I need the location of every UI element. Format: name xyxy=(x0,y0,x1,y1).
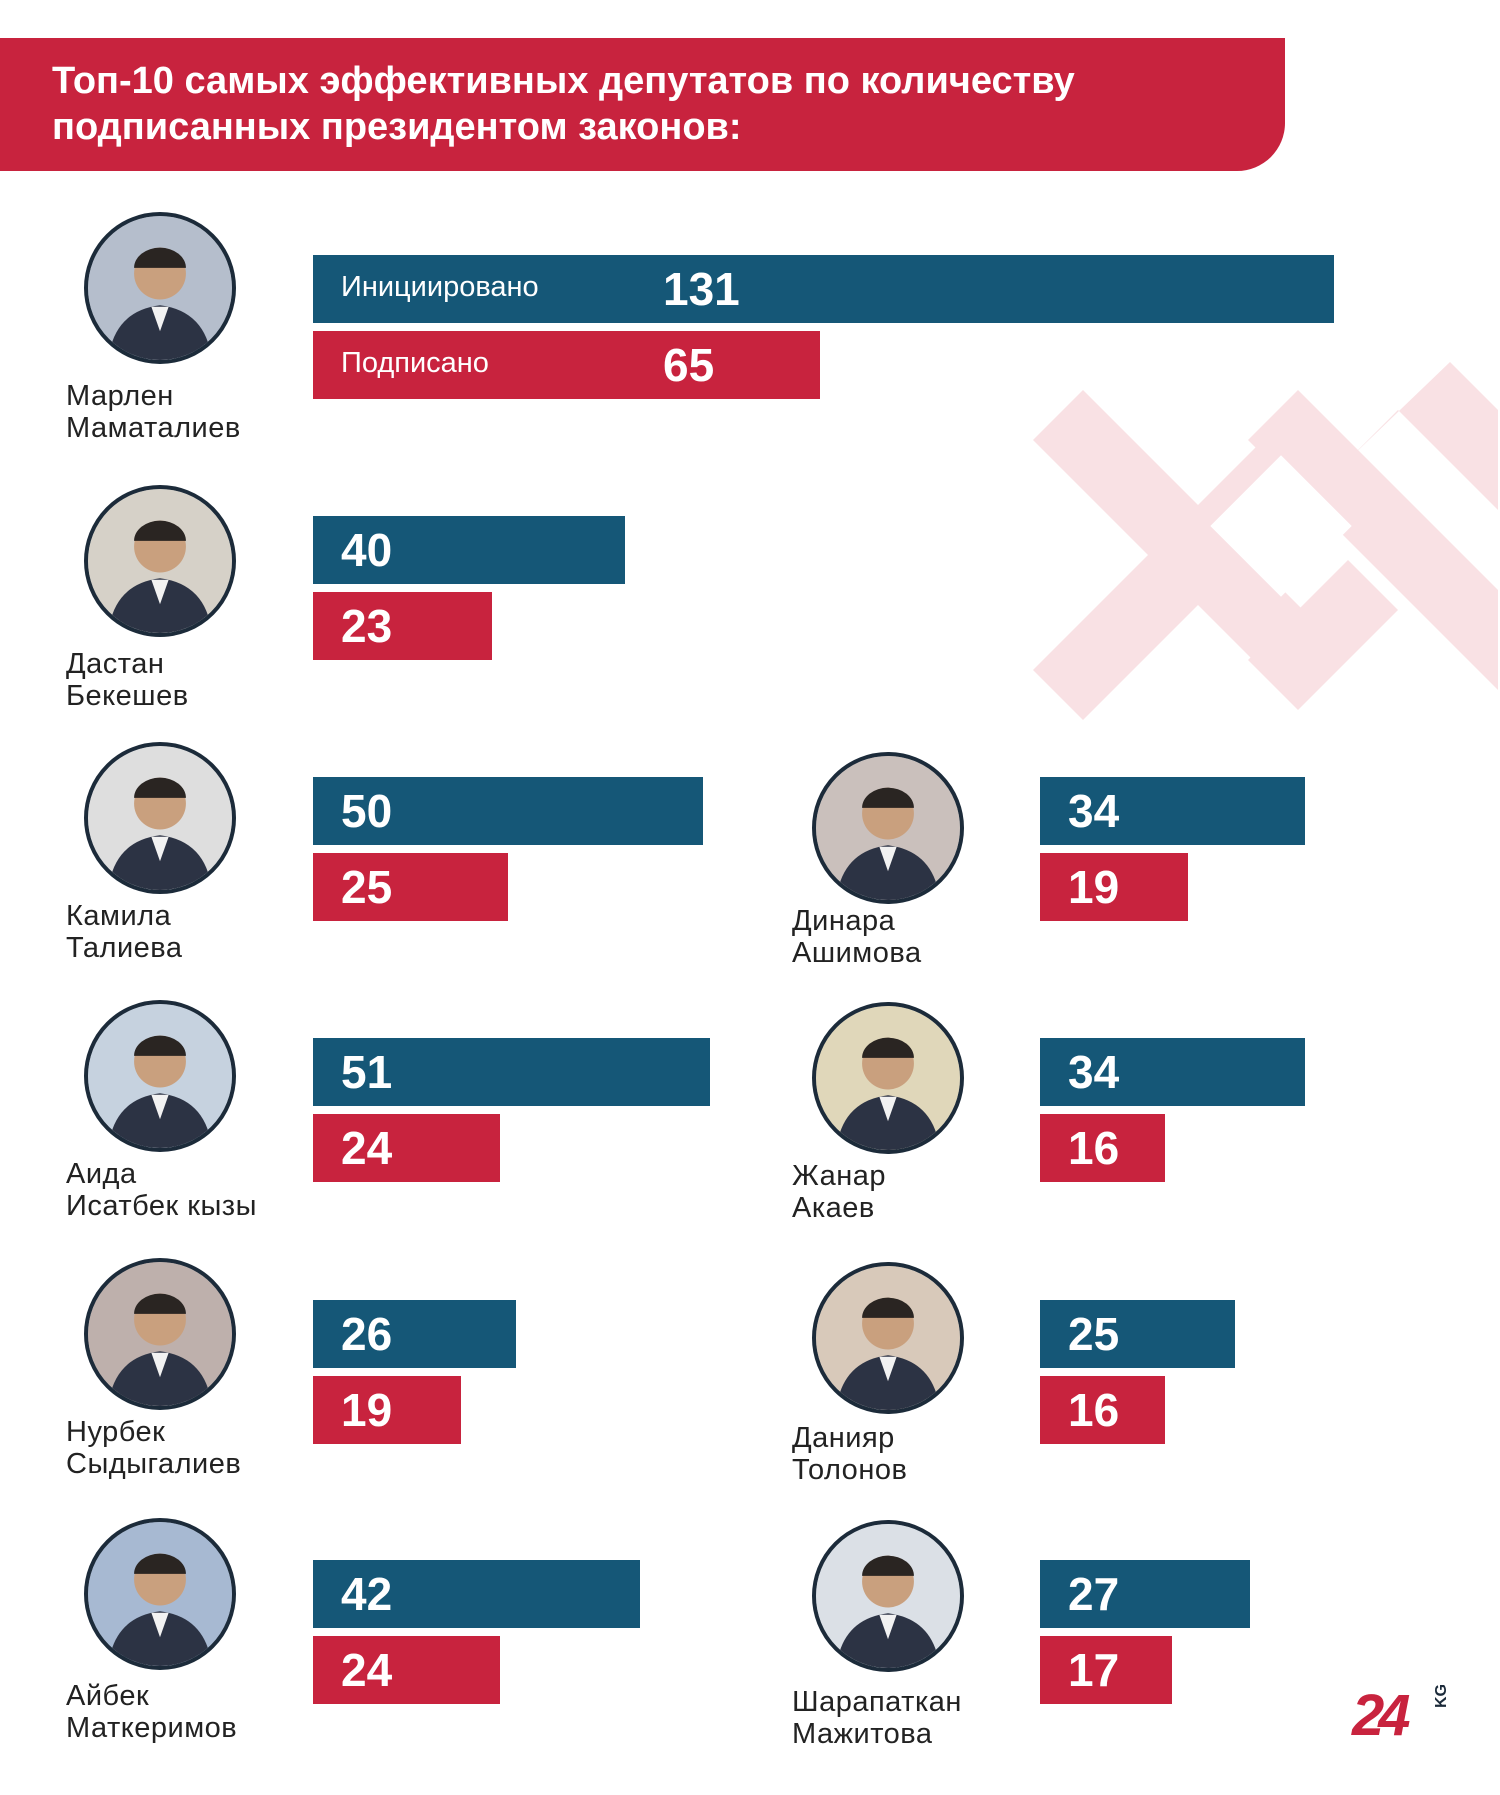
brand-logo: 24 KG xyxy=(1352,1683,1462,1748)
deputy-first-name: Динара xyxy=(792,905,896,937)
deputy-first-name: Аида xyxy=(66,1158,137,1190)
signed-value: 16 xyxy=(1068,1122,1120,1174)
initiated-value: 26 xyxy=(341,1308,393,1360)
deputy-name: Шарапаткан Мажитова xyxy=(792,1686,1022,1750)
deputy-first-name: Жанар xyxy=(792,1160,887,1192)
initiated-bar: Инициировано 131 xyxy=(313,255,1334,323)
initiated-bar: 50 xyxy=(313,777,703,845)
deputy-last-name: Толонов xyxy=(792,1454,908,1486)
deputy-first-name: Нурбек xyxy=(66,1416,166,1448)
deputy-photo xyxy=(84,742,236,894)
signed-value: 65 xyxy=(663,339,715,391)
deputy-photo xyxy=(812,1520,964,1672)
initiated-value: 34 xyxy=(1068,1046,1120,1098)
legend-initiated-label: Инициировано xyxy=(341,271,539,303)
deputy-first-name: Дастан xyxy=(66,648,165,680)
signed-bar: 24 xyxy=(313,1636,500,1704)
signed-bar: 24 xyxy=(313,1114,500,1182)
signed-bar: 23 xyxy=(313,592,492,660)
signed-bar: 25 xyxy=(313,853,508,921)
deputy-name: Жанар Акаев xyxy=(792,1160,1022,1224)
deputy-photo xyxy=(812,1262,964,1414)
logo-suffix: KG xyxy=(1433,1684,1450,1708)
signed-bar: 19 xyxy=(1040,853,1188,921)
signed-value: 25 xyxy=(341,861,393,913)
initiated-value: 34 xyxy=(1068,785,1120,837)
deputy-photo xyxy=(84,1518,236,1670)
deputy-photo xyxy=(84,212,236,364)
initiated-value: 27 xyxy=(1068,1568,1120,1620)
deputy-photo xyxy=(84,1000,236,1152)
signed-value: 24 xyxy=(341,1644,393,1696)
deputy-last-name: Исатбек кызы xyxy=(66,1190,257,1222)
signed-bar: Подписано 65 xyxy=(313,331,820,399)
deputy-last-name: Талиева xyxy=(66,932,183,964)
deputy-first-name: Шарапаткан xyxy=(792,1686,962,1718)
chart-title: Топ-10 самых эффективных депутатов по ко… xyxy=(52,58,1252,150)
deputy-name: Аида Исатбек кызы xyxy=(66,1158,296,1222)
initiated-bar: 51 xyxy=(313,1038,710,1106)
initiated-bar: 34 xyxy=(1040,1038,1305,1106)
signed-value: 19 xyxy=(341,1384,393,1436)
deputy-first-name: Данияр xyxy=(792,1422,895,1454)
initiated-bar: 25 xyxy=(1040,1300,1235,1368)
initiated-value: 42 xyxy=(341,1568,393,1620)
deputy-last-name: Маткеримов xyxy=(66,1712,238,1744)
logo-number: 24 xyxy=(1352,1683,1410,1748)
initiated-value: 51 xyxy=(341,1046,393,1098)
deputy-photo xyxy=(812,752,964,904)
initiated-bar: 42 xyxy=(313,1560,640,1628)
deputy-name: Айбек Маткеримов xyxy=(66,1680,296,1744)
deputy-photo xyxy=(84,485,236,637)
signed-value: 24 xyxy=(341,1122,393,1174)
deputy-first-name: Камила xyxy=(66,900,172,932)
signed-bar: 17 xyxy=(1040,1636,1172,1704)
deputy-last-name: Сыдыгалиев xyxy=(66,1448,242,1480)
deputy-name: Камила Талиева xyxy=(66,900,296,964)
ornament-pattern xyxy=(968,340,1498,750)
deputy-last-name: Акаев xyxy=(792,1192,875,1224)
initiated-bar: 26 xyxy=(313,1300,516,1368)
deputy-photo xyxy=(812,1002,964,1154)
signed-value: 16 xyxy=(1068,1384,1120,1436)
signed-value: 23 xyxy=(341,600,393,652)
legend-signed-label: Подписано xyxy=(341,347,489,379)
deputy-name: Динара Ашимова xyxy=(792,905,1022,969)
deputy-name: Дастан Бекешев xyxy=(66,648,296,712)
deputy-first-name: Марлен xyxy=(66,380,174,412)
deputy-name: Марлен Маматалиев xyxy=(66,380,296,444)
title-line-1: Топ-10 самых эффективных депутатов по ко… xyxy=(52,60,1075,102)
deputy-name: Нурбек Сыдыгалиев xyxy=(66,1416,296,1480)
initiated-value: 50 xyxy=(341,785,393,837)
initiated-value: 25 xyxy=(1068,1308,1120,1360)
initiated-value: 131 xyxy=(663,263,740,315)
signed-value: 17 xyxy=(1068,1644,1120,1696)
deputy-last-name: Мажитова xyxy=(792,1718,933,1750)
deputy-first-name: Айбек xyxy=(66,1680,150,1712)
signed-bar: 16 xyxy=(1040,1376,1165,1444)
deputy-photo xyxy=(84,1258,236,1410)
deputy-last-name: Маматалиев xyxy=(66,412,241,444)
initiated-bar: 34 xyxy=(1040,777,1305,845)
header-banner: Топ-10 самых эффективных депутатов по ко… xyxy=(0,38,1285,171)
signed-value: 19 xyxy=(1068,861,1120,913)
initiated-bar: 27 xyxy=(1040,1560,1250,1628)
title-line-2: подписанных президентом законов: xyxy=(52,106,742,148)
deputy-last-name: Бекешев xyxy=(66,680,189,712)
initiated-value: 40 xyxy=(341,524,393,576)
deputy-last-name: Ашимова xyxy=(792,937,922,969)
deputy-name: Данияр Толонов xyxy=(792,1422,1022,1486)
signed-bar: 19 xyxy=(313,1376,461,1444)
signed-bar: 16 xyxy=(1040,1114,1165,1182)
initiated-bar: 40 xyxy=(313,516,625,584)
